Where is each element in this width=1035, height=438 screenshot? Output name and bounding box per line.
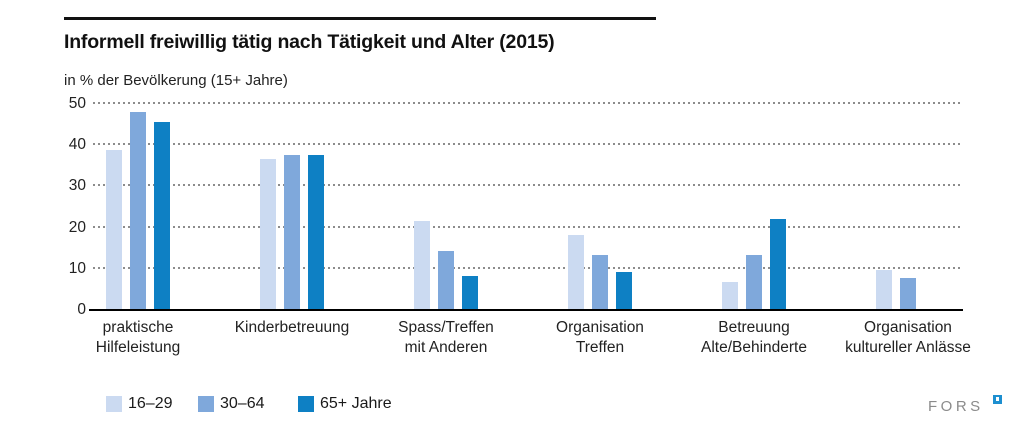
gridline-20 xyxy=(93,225,963,228)
x-axis-label-cat1: Kinderbetreuung xyxy=(234,319,350,336)
legend-label: 16–29 xyxy=(128,395,173,412)
legend-swatch-icon xyxy=(106,396,122,412)
gridline-30 xyxy=(93,184,963,187)
y-tick-label-30: 30 xyxy=(68,177,86,195)
y-tick-label-20: 20 xyxy=(68,218,86,236)
bar-16–29-cat5 xyxy=(876,269,892,309)
chart-title: Informell freiwillig tätig nach Tätigkei… xyxy=(64,31,555,53)
bar-65+-Jahre-cat3 xyxy=(616,271,632,309)
x-axis-label-cat0: praktische Hilfeleistung xyxy=(95,319,181,356)
y-tick-label-10: 10 xyxy=(68,259,86,277)
bar-65+-Jahre-cat2 xyxy=(462,275,478,309)
bar-65+-Jahre-cat4 xyxy=(770,218,786,309)
legend-label: 65+ Jahre xyxy=(320,395,392,412)
y-tick-label-40: 40 xyxy=(68,136,86,154)
y-tick-label-50: 50 xyxy=(68,95,86,112)
gridline-40 xyxy=(93,143,963,146)
bar-16–29-cat1 xyxy=(260,159,276,309)
bar-16–29-cat3 xyxy=(568,234,584,309)
bar-30–64-cat4 xyxy=(746,255,762,309)
x-axis-label-cat4: Betreuung Alte/Behinderte xyxy=(701,319,807,356)
fors-logo-square-icon xyxy=(993,395,1002,404)
bar-30–64-cat2 xyxy=(438,251,454,309)
gridline-50 xyxy=(93,102,963,104)
bar-30–64-cat0 xyxy=(130,111,146,309)
legend-item-65+-Jahre: 65+ Jahre xyxy=(298,395,392,413)
title-rule xyxy=(64,17,656,20)
gridline-10 xyxy=(93,266,963,269)
chart-subtitle: in % der Bevölkerung (15+ Jahre) xyxy=(64,72,288,89)
bar-30–64-cat5 xyxy=(900,277,916,309)
legend-item-30–64: 30–64 xyxy=(198,395,265,413)
bar-65+-Jahre-cat1 xyxy=(308,155,324,309)
legend-swatch-icon xyxy=(198,396,214,412)
bar-30–64-cat3 xyxy=(592,255,608,309)
y-tick-label-0: 0 xyxy=(77,301,86,318)
plot-area xyxy=(93,102,963,309)
bar-16–29-cat4 xyxy=(722,281,738,309)
fors-logo: FORS xyxy=(928,398,984,415)
bar-30–64-cat1 xyxy=(284,155,300,309)
x-axis-label-cat5: Organisation kultureller Anlässe xyxy=(845,319,971,356)
x-axis-label-cat3: Organisation Treffen xyxy=(556,319,644,356)
bar-16–29-cat2 xyxy=(414,220,430,309)
legend-item-16–29: 16–29 xyxy=(106,395,173,413)
x-axis-line xyxy=(89,309,963,311)
legend-label: 30–64 xyxy=(220,395,265,412)
bar-65+-Jahre-cat0 xyxy=(154,121,170,309)
bar-16–29-cat0 xyxy=(106,149,122,309)
x-axis-label-cat2: Spass/Treffen mit Anderen xyxy=(398,319,494,356)
legend-swatch-icon xyxy=(298,396,314,412)
